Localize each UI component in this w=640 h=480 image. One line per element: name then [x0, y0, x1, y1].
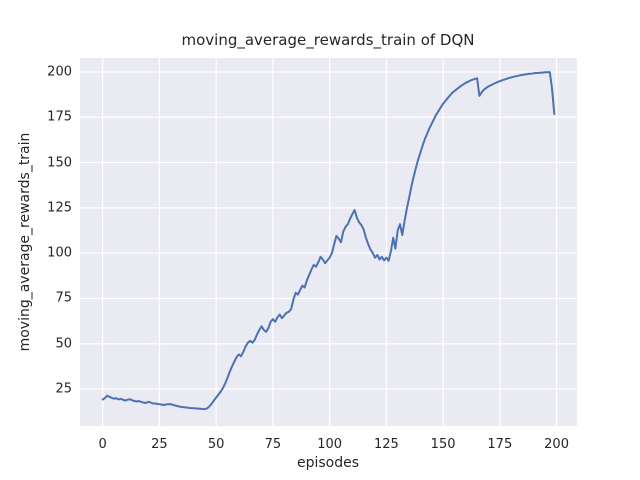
y-tick-label: 25	[55, 381, 72, 397]
x-tick-label: 50	[207, 437, 225, 452]
y-tick-label: 75	[55, 290, 72, 306]
plot-background	[80, 58, 577, 426]
series-line	[101, 71, 556, 411]
chart-title: moving_average_rewards_train of DQN	[181, 31, 475, 49]
x-tick-label: 150	[430, 437, 456, 452]
x-tick-label: 200	[544, 437, 569, 452]
y-tick-label: 125	[47, 200, 72, 216]
x-tick-label: 0	[98, 437, 107, 452]
x-tick-label: 25	[151, 437, 168, 452]
y-tick-label: 200	[47, 64, 72, 80]
x-tick-label: 175	[487, 437, 513, 452]
y-tick-label: 100	[47, 245, 72, 261]
x-tick-label: 100	[317, 437, 343, 452]
y-axis-label: moving_average_rewards_train	[17, 132, 33, 352]
y-tick-label: 175	[47, 109, 72, 125]
x-tick-label: 75	[264, 437, 282, 452]
x-axis-label: episodes	[296, 455, 360, 471]
x-tick-label: 125	[373, 437, 399, 452]
y-tick-label: 150	[47, 155, 72, 171]
y-tick-label: 50	[55, 336, 72, 352]
